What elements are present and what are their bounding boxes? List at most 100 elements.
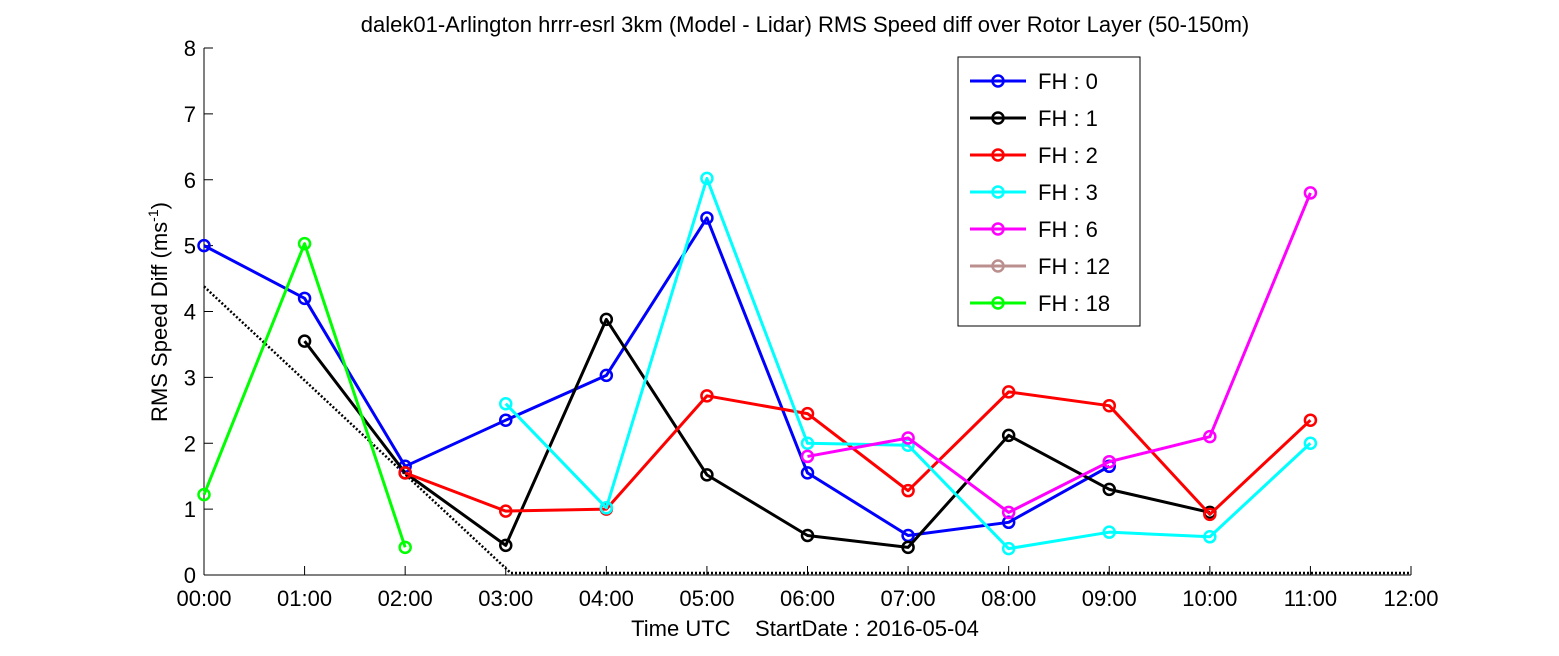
y-tick-label: 0 <box>184 563 196 588</box>
data-point <box>901 431 915 445</box>
x-tick-label: 07:00 <box>881 586 936 611</box>
y-axis-label: RMS Speed Diff (ms-1) <box>145 202 172 422</box>
series-line <box>303 317 1211 549</box>
legend-marker <box>991 222 1005 236</box>
data-point <box>297 334 312 348</box>
x-tick-label: 04:00 <box>579 586 634 611</box>
series-group <box>800 186 1318 520</box>
x-axis-label: Time UTC StartDate : 2016-05-04 <box>631 616 979 641</box>
legend-entry: FH : 12 <box>970 254 1110 279</box>
axes: 00:00 01:00 02:00 03:00 04:00 05:00 06:00 07:00… <box>176 36 1438 611</box>
legend-marker <box>991 74 1005 88</box>
data-point <box>700 211 714 225</box>
series-line <box>202 242 407 548</box>
data-point <box>197 238 211 253</box>
legend-marker <box>991 296 1005 310</box>
y-axis-label-close: ) <box>147 202 172 209</box>
y-tick-label: 4 <box>184 300 196 325</box>
data-point <box>700 389 714 403</box>
data-point <box>1303 413 1318 427</box>
legend-label: FH : 6 <box>1038 217 1098 242</box>
data-point <box>901 540 915 555</box>
data-point <box>1203 530 1217 544</box>
data-point <box>499 413 513 427</box>
data-point <box>297 236 312 251</box>
data-point <box>800 528 815 543</box>
x-tick-label: 11:00 <box>1284 586 1337 611</box>
series-line <box>203 216 1110 537</box>
data-point <box>1001 541 1016 556</box>
x-tick-label: 02:00 <box>378 586 433 611</box>
legend-label: FH : 2 <box>1038 143 1098 168</box>
data-point <box>599 368 614 383</box>
y-tick-label: 2 <box>184 431 196 456</box>
legend-label: FH : 3 <box>1038 180 1098 205</box>
x-tick-label: 01:00 <box>277 586 332 611</box>
data-point <box>1102 525 1116 539</box>
y-tick-label: 8 <box>184 36 196 61</box>
data-point <box>499 504 513 518</box>
legend-label: FH : 18 <box>1038 291 1110 316</box>
data-point <box>1001 385 1016 399</box>
y-axis-label-sup: -1 <box>145 209 161 222</box>
legend-label: FH : 1 <box>1038 106 1098 131</box>
legend: FH : 0 FH : 1 FH : 2 FH : 3 FH : 6 FH : 12 FH … <box>957 56 1141 327</box>
data-point <box>1203 507 1217 522</box>
legend-marker <box>991 259 1005 273</box>
y-tick-label: 7 <box>184 102 196 127</box>
data-point <box>700 468 714 482</box>
legend-label: FH : 0 <box>1038 69 1098 94</box>
data-point <box>398 466 412 480</box>
legend-entry: FH : 0 <box>970 69 1098 94</box>
data-point <box>599 312 614 327</box>
data-point <box>1102 398 1116 413</box>
legend-marker <box>991 185 1005 199</box>
series-group <box>197 236 412 555</box>
data-point <box>1001 505 1016 520</box>
chart-title: dalek01-Arlington hrrr-esrl 3km (Model -… <box>361 12 1250 37</box>
y-tick-label: 1 <box>184 497 196 522</box>
data-point <box>800 466 815 480</box>
data-point <box>599 501 614 515</box>
data-point <box>901 483 915 498</box>
legend-marker <box>991 148 1005 162</box>
series-line <box>807 192 1312 514</box>
legend-marker <box>991 111 1005 125</box>
data-point <box>800 449 815 464</box>
data-point <box>1102 482 1116 497</box>
y-tick-label: 3 <box>184 365 196 390</box>
data-point <box>1303 436 1318 450</box>
legend-entry: FH : 3 <box>970 180 1098 205</box>
data-point <box>800 436 815 450</box>
data-point <box>297 291 312 306</box>
y-axis-label-main: RMS Speed Diff (ms <box>147 222 172 422</box>
x-tick-label: 05:00 <box>679 586 734 611</box>
data-point <box>700 171 714 186</box>
legend-label: FH : 12 <box>1038 254 1110 279</box>
series-layer <box>197 171 1318 556</box>
x-tick-label: 03:00 <box>478 586 533 611</box>
data-point <box>1203 429 1217 444</box>
data-point <box>197 487 211 502</box>
series-group <box>499 171 1318 556</box>
y-tick-label: 6 <box>184 168 196 193</box>
legend-entry: FH : 1 <box>970 106 1098 131</box>
y-tick-label: 5 <box>184 234 196 259</box>
data-point <box>499 538 513 553</box>
legend-entry: FH : 18 <box>970 291 1110 316</box>
x-tick-label: 08:00 <box>981 586 1036 611</box>
legend-entry: FH : 6 <box>970 217 1098 242</box>
x-tick-label: 00:00 <box>176 586 231 611</box>
x-tick-label: 10:00 <box>1182 586 1237 611</box>
x-tick-label: 09:00 <box>1082 586 1137 611</box>
series-line <box>504 176 1312 551</box>
x-tick-label: 06:00 <box>780 586 835 611</box>
series-group <box>297 312 1217 555</box>
data-point <box>800 406 815 421</box>
series-line <box>404 390 1312 516</box>
data-point <box>499 396 513 411</box>
data-point <box>1001 428 1016 443</box>
data-point <box>398 540 412 555</box>
data-point <box>1303 186 1318 200</box>
